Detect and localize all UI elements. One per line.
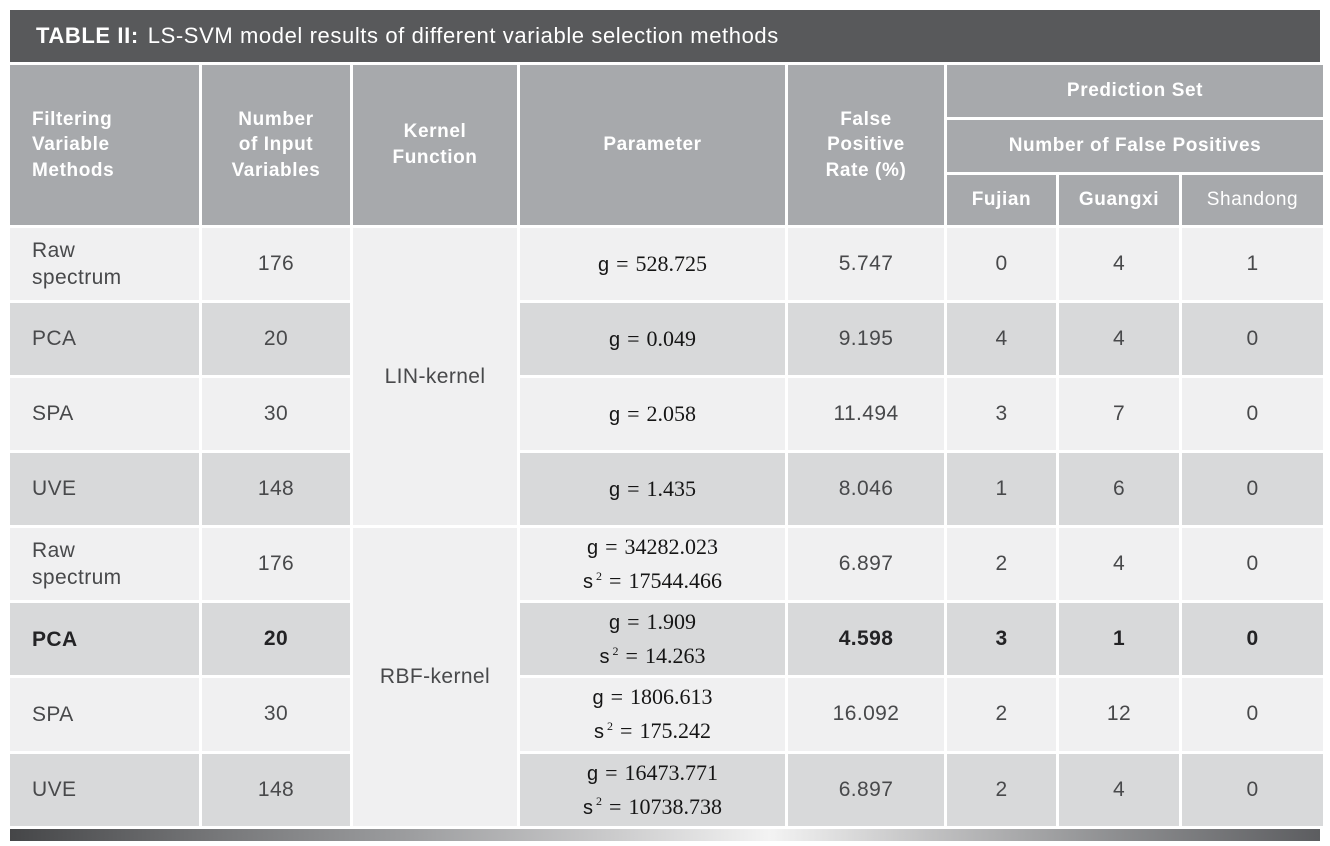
table-row: UVE 148 g = 16473.771 s 2 = 10738.738 6.897 2… (7, 750, 1327, 829)
num-vars-cell: 148 (199, 750, 353, 829)
num-vars-cell: 30 (199, 375, 353, 453)
fp-shandong-cell: 0 (1178, 375, 1327, 453)
header-false-positive-rate: False Positive Rate (%) (785, 62, 947, 228)
table-label: TABLE II: (36, 23, 139, 48)
table-row: Raw spectrum 176 RBF-kernel g = 34282.023 … (7, 524, 1327, 829)
method-cell: PCA (7, 600, 202, 679)
kernel-cell-rbf: RBF-kernel (350, 525, 520, 829)
header-num-false-positives: Number of False Positives (943, 117, 1327, 175)
table-row: UVE 148 g = 1.435 8.046 1 6 0 (7, 450, 1327, 528)
fp-shandong-cell: 0 (1178, 450, 1327, 528)
fp-shandong-cell: 0 (1178, 600, 1327, 679)
header-filtering-methods: Filtering Variable Methods (7, 62, 202, 228)
equation: s 2 = 10738.738 (583, 793, 722, 819)
parameter-cell: g = 2.058 (517, 375, 788, 453)
fp-shandong-cell: 0 (1178, 675, 1327, 754)
fpr-cell: 9.195 (785, 300, 947, 378)
parameter-cell: g = 1.435 (517, 450, 788, 528)
fp-guangxi-cell: 4 (1056, 524, 1182, 604)
method-cell: Raw spectrum (7, 225, 202, 303)
fp-fujian-cell: 2 (944, 750, 1059, 829)
fp-shandong-cell: 1 (1178, 225, 1327, 303)
num-vars-cell: 20 (199, 600, 353, 679)
header-prediction-set: Prediction Set (943, 62, 1327, 120)
header-parameter: Parameter (517, 62, 788, 228)
fp-fujian-cell: 0 (944, 225, 1059, 303)
method-cell: Raw spectrum (7, 524, 202, 604)
fp-guangxi-cell: 12 (1056, 675, 1182, 754)
parameter-cell: g = 1806.613 s 2 = 175.242 (517, 675, 788, 754)
fp-fujian-cell: 2 (944, 675, 1059, 754)
fpr-cell: 16.092 (785, 675, 947, 754)
equation: s 2 = 14.263 (599, 643, 706, 669)
header-shandong: Shandong (1178, 172, 1327, 228)
table-row-highlighted: PCA 20 g = 1.909 s 2 = 14.263 4.598 3 1 0 (7, 600, 1327, 679)
num-vars-cell: 20 (199, 300, 353, 378)
table-row: SPA 30 g = 2.058 11.494 3 7 0 (7, 375, 1327, 453)
num-vars-cell: 148 (199, 450, 353, 528)
fp-guangxi-cell: 6 (1056, 450, 1182, 528)
fp-guangxi-cell: 7 (1056, 375, 1182, 453)
equation: g = 1806.613 (592, 684, 713, 710)
equation: g = 0.049 (608, 325, 697, 351)
fpr-cell: 11.494 (785, 375, 947, 453)
header-num-input-variables: Number of Input Variables (199, 62, 353, 228)
equation: g = 1.909 (608, 609, 697, 635)
method-cell: SPA (7, 675, 202, 754)
header-guangxi: Guangxi (1056, 172, 1182, 228)
parameter-cell: g = 0.049 (517, 300, 788, 378)
results-table: Filtering Variable Methods Number of Inp… (7, 62, 1327, 829)
equation: s 2 = 17544.466 (583, 568, 722, 594)
table-container: TABLE II: LS-SVM model results of differ… (7, 10, 1327, 841)
fpr-cell: 5.747 (785, 225, 947, 303)
method-cell: SPA (7, 375, 202, 453)
fp-guangxi-cell: 4 (1056, 750, 1182, 829)
method-cell: UVE (7, 750, 202, 829)
equation: g = 528.725 (597, 250, 708, 276)
fp-fujian-cell: 3 (944, 375, 1059, 453)
table-row: Raw spectrum 176 LIN-kernel g = 528.725 5.… (7, 225, 1327, 528)
fpr-cell: 4.598 (785, 600, 947, 679)
fp-fujian-cell: 2 (944, 524, 1059, 604)
bottom-shadow (10, 828, 1320, 841)
parameter-cell: g = 528.725 (517, 225, 788, 303)
header-fujian: Fujian (944, 172, 1059, 228)
equation: g = 34282.023 (586, 534, 719, 559)
method-cell: PCA (7, 300, 202, 378)
fp-shandong-cell: 0 (1178, 300, 1327, 378)
fp-guangxi-cell: 1 (1056, 600, 1182, 679)
fp-shandong-cell: 0 (1178, 750, 1327, 829)
num-vars-cell: 176 (199, 225, 353, 303)
fp-fujian-cell: 3 (944, 600, 1059, 679)
parameter-cell: g = 34282.023 s 2 = 17544.466 (517, 524, 788, 604)
fp-guangxi-cell: 4 (1056, 225, 1182, 303)
table-row: PCA 20 g = 0.049 9.195 4 4 0 (7, 300, 1327, 378)
table-title: TABLE II: LS-SVM model results of differ… (10, 10, 1320, 62)
equation: s 2 = 175.242 (594, 718, 711, 744)
fpr-cell: 6.897 (785, 524, 947, 604)
num-vars-cell: 30 (199, 675, 353, 754)
parameter-cell: g = 1.909 s 2 = 14.263 (517, 600, 788, 679)
equation: g = 2.058 (608, 400, 697, 426)
table-caption: LS-SVM model results of different variab… (147, 23, 779, 48)
fp-shandong-cell: 0 (1178, 524, 1327, 604)
fpr-cell: 6.897 (785, 750, 947, 829)
header-kernel-function: Kernel Function (350, 62, 520, 228)
fp-guangxi-cell: 4 (1056, 300, 1182, 378)
table-row: SPA 30 g = 1806.613 s 2 = 175.242 16.092 2 12… (7, 675, 1327, 754)
table-header: Filtering Variable Methods Number of Inp… (7, 62, 1327, 228)
kernel-cell-lin: LIN-kernel (350, 225, 520, 528)
method-cell: UVE (7, 450, 202, 528)
equation: g = 16473.771 (586, 759, 719, 785)
table-body: Raw spectrum 176 LIN-kernel g = 528.725 5.… (7, 225, 1327, 829)
parameter-cell: g = 16473.771 s 2 = 10738.738 (517, 750, 788, 829)
fpr-cell: 8.046 (785, 450, 947, 528)
fp-fujian-cell: 4 (944, 300, 1059, 378)
num-vars-cell: 176 (199, 524, 353, 604)
fp-fujian-cell: 1 (944, 450, 1059, 528)
equation: g = 1.435 (608, 475, 697, 501)
